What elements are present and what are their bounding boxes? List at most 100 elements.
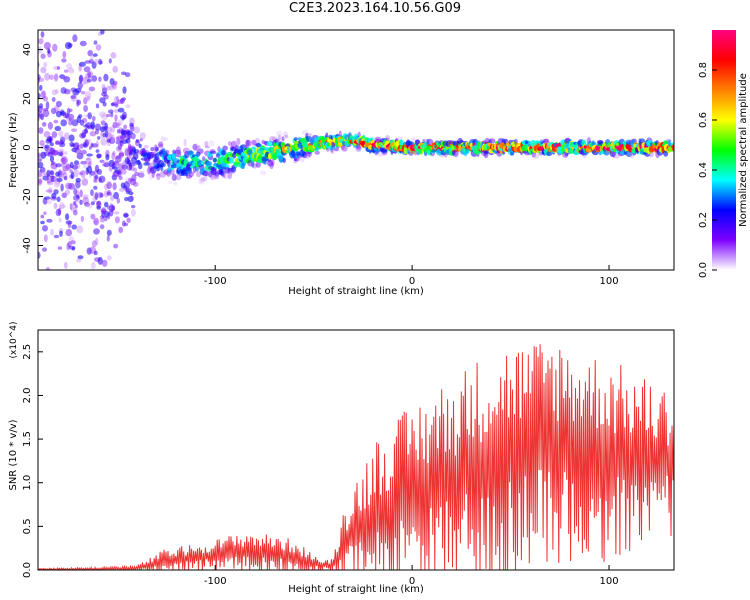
spectrogram-cell (116, 122, 122, 127)
spectrogram-cell (109, 133, 114, 140)
spectrogram-cell (71, 246, 76, 251)
spectrogram-cell (38, 93, 41, 99)
spectrogram-cell (100, 208, 107, 213)
spectrogram-cell (117, 99, 124, 104)
spectrogram-cell (155, 173, 161, 177)
spectrogram-cell (84, 127, 88, 134)
spectrogram-cell (116, 197, 121, 204)
spectrogram-cell (95, 103, 100, 109)
spectrogram-cell (174, 174, 182, 181)
spectrogram-cell (64, 261, 68, 269)
spectrogram-cell (49, 5, 55, 11)
spectrogram-cell (109, 84, 115, 91)
spectrogram-cell (282, 157, 286, 163)
spectrogram-cell (44, 234, 48, 243)
spectrogram-cell (197, 145, 201, 149)
spectrogram-cell (83, 97, 88, 105)
spectrogram-cell (99, 60, 103, 65)
snr-x-tick-label: 100 (599, 576, 618, 587)
spectrogram-cell (71, 119, 79, 127)
spectrogram-cell (108, 58, 112, 64)
spectrogram-cell (57, 170, 63, 178)
spectrogram-cell (106, 126, 113, 134)
spectrogram-cell (58, 217, 62, 223)
spectrogram-cell (103, 73, 109, 82)
spectrogram-marks (38, 5, 674, 270)
spectrogram-cell (58, 204, 66, 209)
spectrogram-cell (214, 174, 220, 180)
spectrogram-cell (49, 170, 54, 175)
spectrogram-cell (79, 76, 83, 84)
spectrogram-cell (60, 87, 67, 94)
spectrogram-cell (61, 158, 66, 165)
spectrogram-y-tick-label: 40 (22, 43, 33, 56)
spectrogram-cell (98, 58, 103, 65)
spectrogram-cell (93, 185, 98, 190)
spectrogram-cell (106, 235, 110, 242)
spectrogram-cell (162, 150, 168, 156)
spectrogram-cell (222, 171, 226, 179)
spectrogram-cell (75, 180, 81, 189)
spectrogram-cell (90, 121, 96, 129)
spectrogram-cell (96, 153, 102, 158)
spectrogram-cell (93, 179, 98, 183)
spectrogram-cell (224, 174, 231, 180)
snr-y-tick-label: 1.5 (22, 431, 33, 447)
spectrogram-cell (49, 155, 55, 163)
snr-x-ticks: -100 0 100 (204, 565, 619, 587)
spectrogram-cell (38, 158, 42, 162)
spectrogram-cell (46, 181, 54, 186)
spectrogram-cell (197, 145, 201, 150)
spectrogram-cell (112, 65, 118, 73)
spectrogram-cell (107, 255, 112, 261)
spectrogram-cell (53, 234, 60, 239)
spectrogram-cell (200, 177, 206, 185)
spectrogram-cell (110, 102, 115, 107)
spectrogram-cell (43, 131, 51, 138)
spectrogram-cell (111, 134, 115, 142)
spectrogram-cell (79, 199, 83, 205)
spectrogram-cell (127, 153, 131, 162)
colorbar-tick-label: 0.6 (698, 112, 709, 128)
spectrogram-cell (130, 208, 136, 217)
spectrogram-cell (90, 189, 94, 197)
spectrogram-cell (68, 183, 75, 190)
spectrogram-cell (112, 121, 118, 129)
spectrogram-cell (77, 22, 80, 26)
spectrogram-cell (160, 162, 166, 168)
spectrogram-cell (81, 178, 89, 186)
spectrogram-cell (42, 122, 47, 127)
spectrogram-cell (198, 178, 202, 185)
spectrogram-cell (61, 58, 67, 63)
spectrogram-cell (126, 217, 131, 223)
spectrogram-cell (100, 120, 106, 126)
spectrogram-cell (138, 143, 142, 149)
spectrogram-cell (66, 243, 70, 251)
spectrogram-cell (130, 132, 136, 140)
spectrogram-cell (597, 140, 604, 146)
spectrogram-cell (82, 194, 89, 200)
spectrogram-cell (103, 160, 109, 166)
spectrogram-cell (57, 151, 63, 156)
spectrogram-cell (209, 150, 217, 155)
spectrogram-cell (47, 121, 54, 130)
spectrogram-cell (38, 75, 42, 81)
spectrogram-cell (153, 144, 158, 153)
spectrogram-cell (68, 113, 75, 121)
spectrogram-cell (79, 9, 86, 13)
spectrogram-cell (104, 201, 109, 208)
spectrogram-cell (49, 74, 54, 80)
spectrogram-cell (42, 225, 48, 232)
spectrogram-cell (90, 261, 96, 270)
spectrogram-cell (98, 76, 102, 82)
spectrogram-cell (121, 164, 128, 170)
colorbar-tick-label: 0.0 (698, 262, 709, 278)
spectrogram-cell (245, 139, 252, 147)
spectrogram-cell (45, 101, 50, 110)
spectrogram-cell (70, 203, 77, 210)
spectrogram-cell (61, 156, 68, 165)
spectrogram-cell (40, 214, 45, 219)
colorbar-gradient (712, 30, 736, 270)
spectrogram-cell (74, 147, 81, 154)
spectrogram-cell (648, 151, 654, 158)
